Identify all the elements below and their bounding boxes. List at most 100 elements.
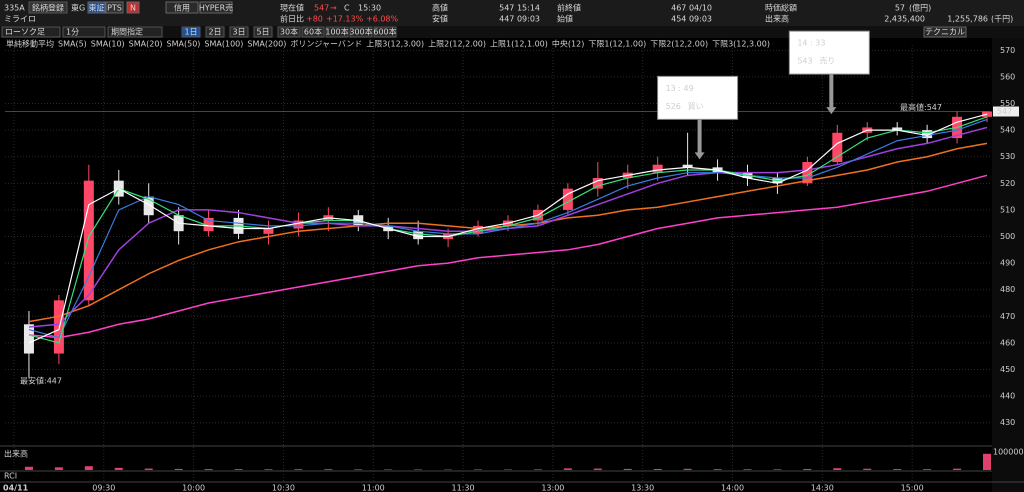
stat-label: 前終値 bbox=[557, 3, 581, 13]
period-button[interactable] bbox=[301, 26, 325, 38]
y-tick-label: 490 bbox=[1000, 259, 1015, 268]
stat-value: 447 09:03 bbox=[499, 15, 540, 24]
candle-body bbox=[892, 127, 903, 131]
y-tick-label: 560 bbox=[1000, 72, 1015, 81]
volume-bar bbox=[414, 469, 423, 470]
annotation-action: 売り bbox=[819, 56, 835, 66]
price-tag bbox=[993, 106, 1019, 117]
x-tick-label: 13:30 bbox=[631, 484, 654, 492]
x-tick-label: 13:00 bbox=[541, 484, 564, 492]
x-tick-label: 10:00 bbox=[182, 484, 205, 492]
volume-bar bbox=[324, 469, 333, 470]
market-button-label[interactable]: PTS bbox=[107, 4, 122, 13]
interval-select[interactable] bbox=[62, 26, 106, 38]
legend-item: SMA(5) bbox=[58, 40, 87, 49]
period-label[interactable]: 2日 bbox=[208, 28, 221, 37]
period-label[interactable]: 600本 bbox=[373, 27, 396, 37]
x-tick-label: 10:30 bbox=[272, 484, 295, 492]
legend-item: SMA(100) bbox=[204, 40, 243, 49]
period-label[interactable]: 5日 bbox=[256, 28, 269, 37]
y-tick-label: 540 bbox=[1000, 126, 1015, 135]
margin-label[interactable]: 信用 bbox=[174, 3, 190, 13]
x-tick-label: 11:00 bbox=[362, 484, 385, 492]
annotation-arrowhead bbox=[826, 107, 837, 115]
candle-body bbox=[23, 324, 34, 354]
market-button[interactable] bbox=[126, 1, 140, 14]
change-label: 前日比 bbox=[280, 14, 304, 24]
candle-body bbox=[562, 188, 573, 210]
stat-unit: (億円) bbox=[909, 3, 931, 13]
stat-label: 安値 bbox=[432, 14, 448, 24]
annotation-action: 買い bbox=[688, 102, 704, 111]
interval[interactable]: 1分 bbox=[66, 28, 79, 37]
period-button[interactable] bbox=[253, 26, 273, 38]
period-label[interactable]: 100本 bbox=[325, 27, 348, 37]
market-button[interactable] bbox=[105, 1, 124, 14]
period-button[interactable] bbox=[277, 26, 301, 38]
margin-label[interactable]: HYPER売 bbox=[199, 3, 233, 13]
volume-bar bbox=[24, 466, 33, 470]
period-button[interactable] bbox=[205, 26, 225, 38]
period-button[interactable] bbox=[181, 26, 201, 38]
register-label[interactable]: 銘柄登録 bbox=[32, 3, 64, 13]
period-label[interactable]: 60本 bbox=[304, 27, 322, 37]
volume-bar bbox=[84, 466, 93, 470]
market-button-label[interactable]: 東証 bbox=[89, 3, 105, 13]
x-tick-label: 14:00 bbox=[721, 484, 744, 492]
candle-body bbox=[203, 217, 214, 232]
price-arrow: → bbox=[330, 4, 337, 13]
margin-button[interactable] bbox=[199, 1, 233, 14]
period-label[interactable]: 3日 bbox=[232, 28, 245, 37]
volume-bar bbox=[683, 468, 692, 470]
legend-band-item: 下限1(12,1.00) bbox=[588, 40, 646, 49]
volume-bar bbox=[144, 468, 153, 470]
period-button[interactable] bbox=[325, 26, 349, 38]
period-label[interactable]: 30本 bbox=[280, 27, 298, 37]
period-label[interactable]: 1日 bbox=[184, 28, 197, 37]
market-button-label[interactable]: N bbox=[130, 4, 136, 13]
volume-bar bbox=[803, 469, 812, 470]
chart-kind-select[interactable] bbox=[1, 26, 61, 38]
range[interactable]: 期間指定 bbox=[111, 27, 143, 37]
volume-bar bbox=[54, 467, 63, 470]
sma-line bbox=[28, 113, 988, 344]
candle-body bbox=[413, 231, 424, 240]
period-button[interactable] bbox=[229, 26, 249, 38]
annotation-box bbox=[788, 30, 870, 75]
volume-bar bbox=[174, 468, 183, 470]
volume-bar bbox=[533, 469, 542, 470]
market-button[interactable] bbox=[87, 1, 106, 14]
sma-line bbox=[28, 142, 988, 323]
volume-bar bbox=[953, 468, 962, 470]
volume-bar bbox=[354, 469, 363, 470]
x-tick-label: 11:30 bbox=[452, 484, 475, 492]
volume-bar bbox=[623, 468, 632, 470]
candle-body bbox=[922, 130, 933, 139]
chart-kind[interactable]: ローソク足 bbox=[5, 28, 45, 37]
market: 東G bbox=[71, 3, 85, 13]
candle-body bbox=[473, 225, 484, 234]
range-select[interactable] bbox=[107, 26, 163, 38]
rci-title: RCI bbox=[4, 472, 17, 481]
period-button[interactable] bbox=[349, 26, 373, 38]
y-tick-label: 450 bbox=[1000, 365, 1015, 374]
period-button[interactable] bbox=[373, 26, 397, 38]
candle-body bbox=[53, 300, 64, 354]
volume-bar bbox=[593, 468, 602, 470]
volume-bar bbox=[204, 469, 213, 470]
register-button[interactable] bbox=[28, 1, 68, 14]
legend-item: SMA(200) bbox=[247, 40, 286, 49]
legend-band-item: 上限3(12,3.00) bbox=[366, 40, 424, 49]
stat-value: 454 09:03 bbox=[671, 15, 712, 24]
technical[interactable]: テクニカル bbox=[925, 28, 965, 37]
volume-bar bbox=[863, 468, 872, 470]
sma-line bbox=[28, 118, 988, 339]
volume-bar bbox=[264, 469, 273, 470]
sma-line bbox=[28, 174, 988, 339]
margin-button[interactable] bbox=[165, 1, 199, 14]
legend-item: SMA(20) bbox=[129, 40, 163, 49]
volume-bar bbox=[833, 468, 842, 470]
technical-button[interactable] bbox=[923, 26, 967, 38]
period-label[interactable]: 300本 bbox=[349, 27, 372, 37]
